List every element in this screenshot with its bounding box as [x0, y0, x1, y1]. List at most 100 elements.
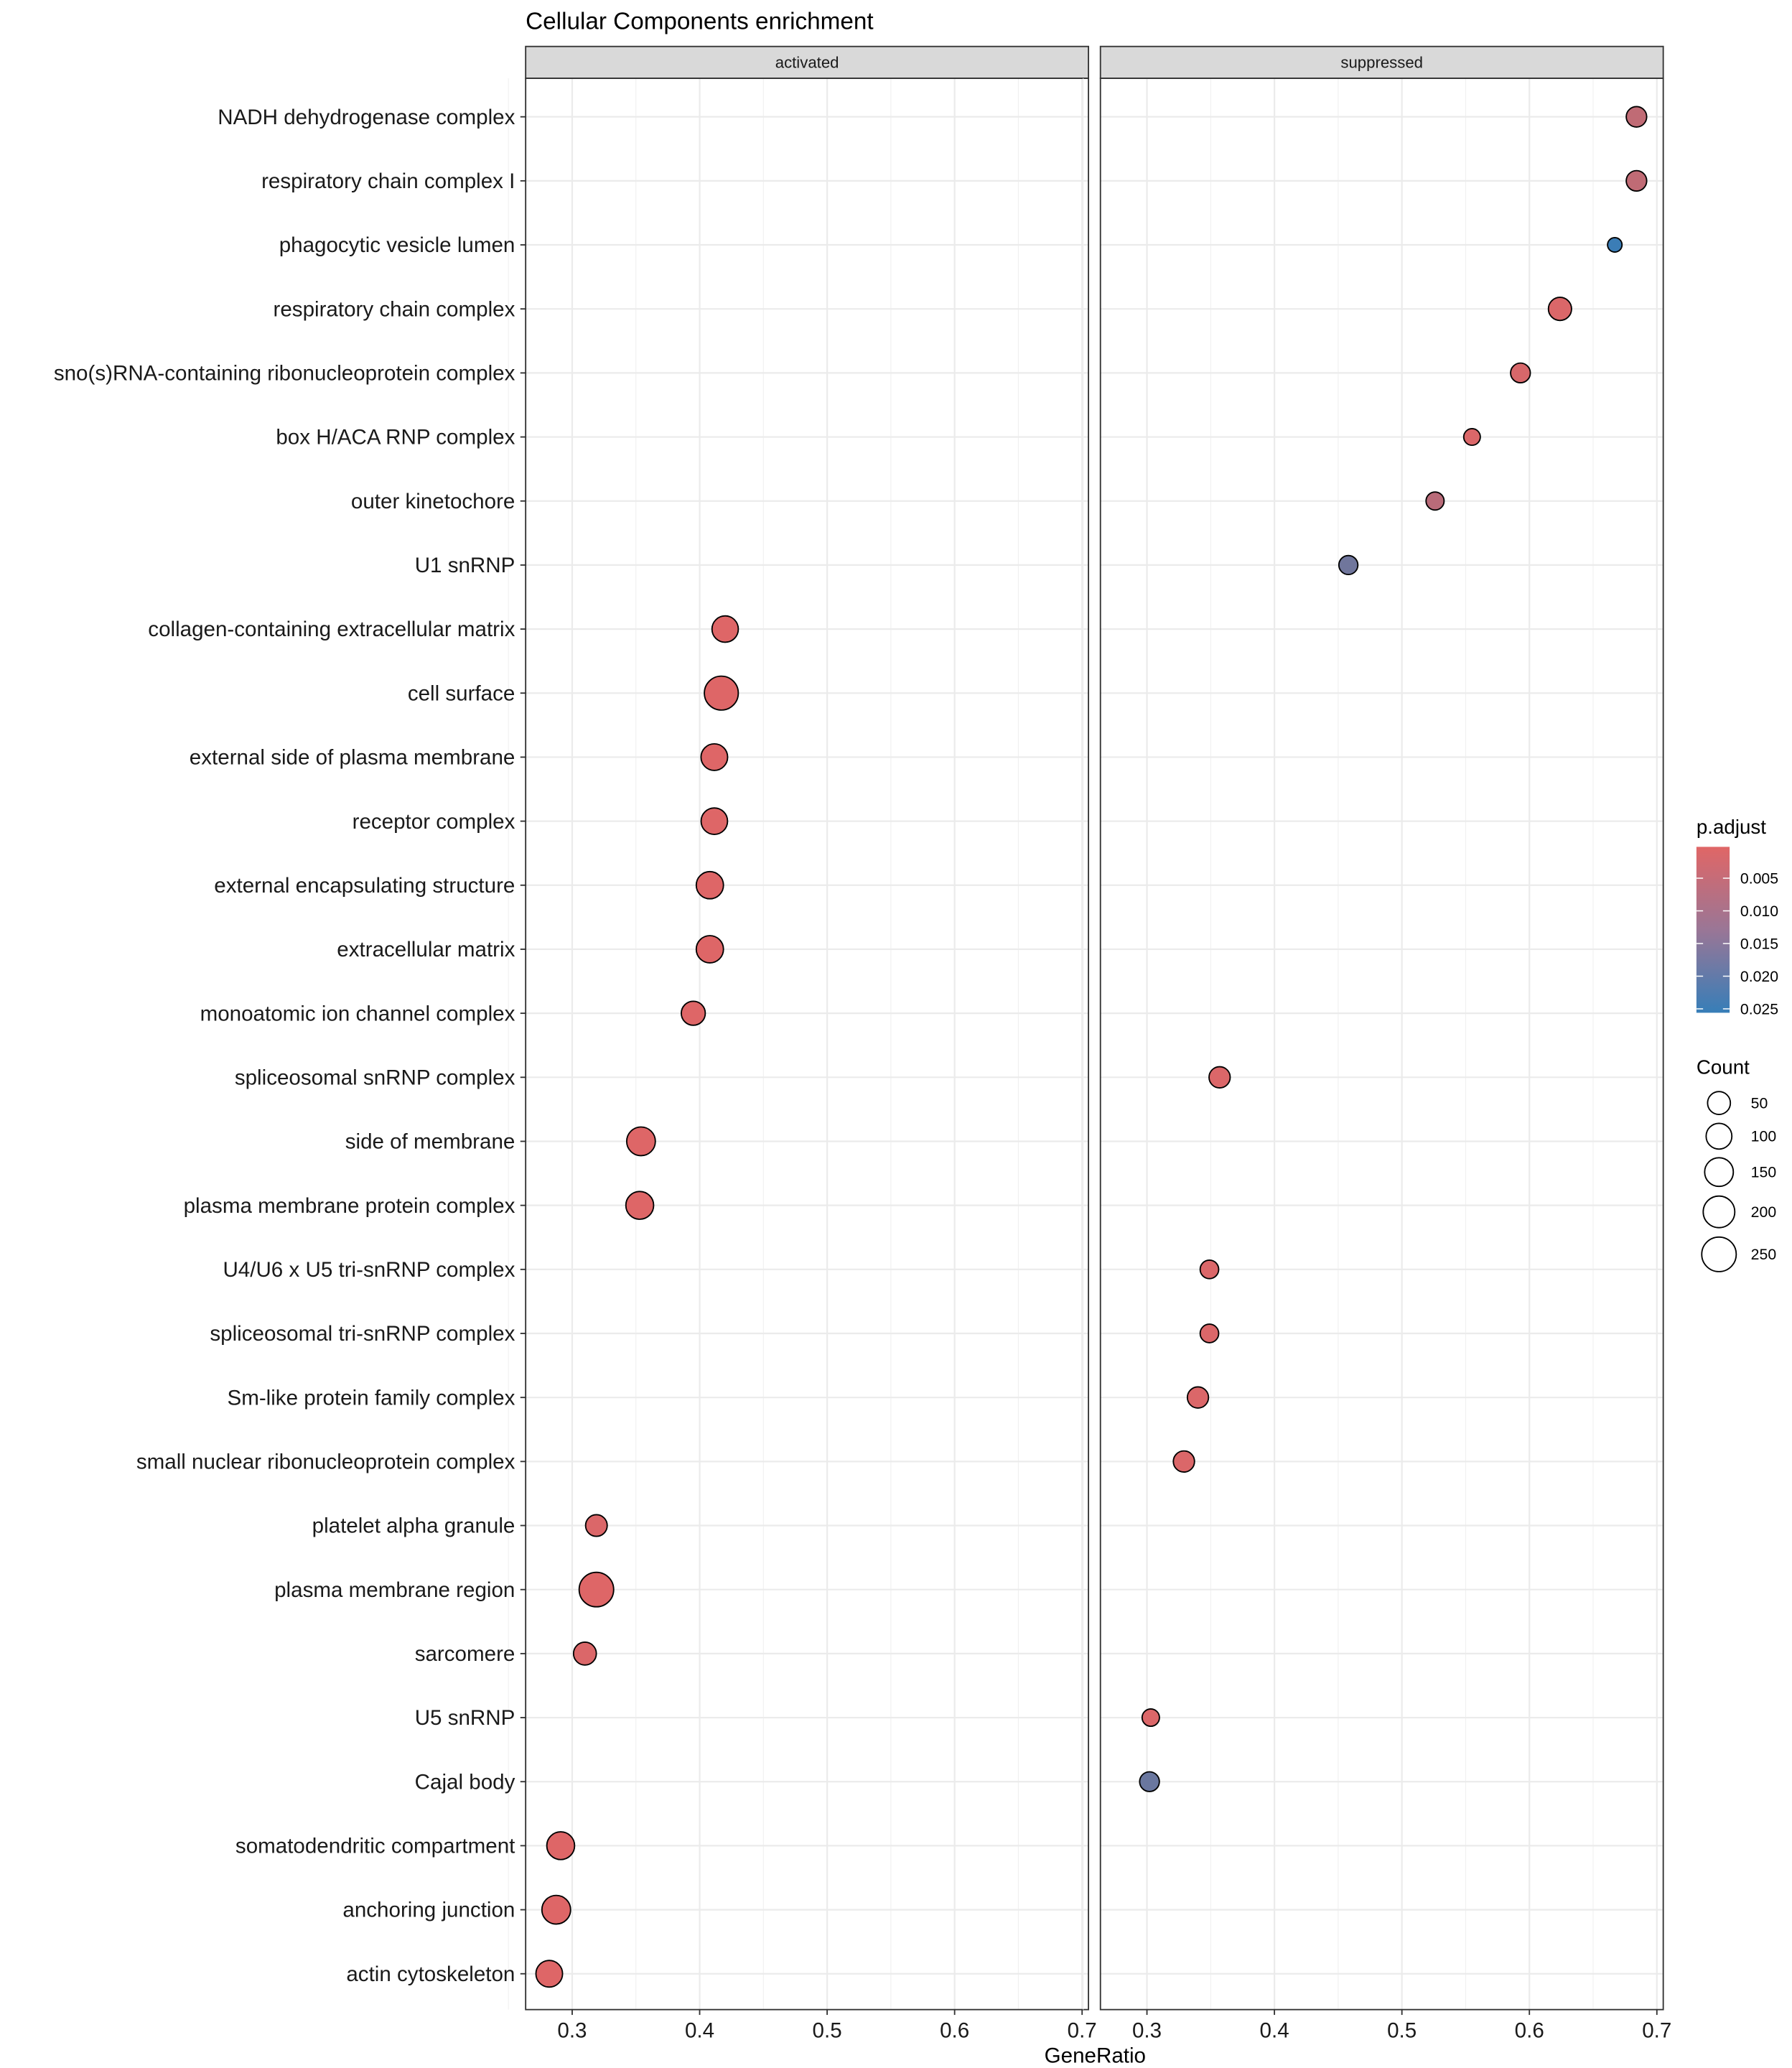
y-tick-label: phagocytic vesicle lumen: [279, 233, 515, 257]
x-axis-title: GeneRatio: [1045, 2044, 1146, 2068]
x-tick-label: 0.7: [1642, 2018, 1671, 2042]
color-legend-label: 0.020: [1740, 968, 1778, 985]
facet-panel-suppressed: suppressed 0.3 0.4 0.5 0.6 0.7: [1083, 45, 1671, 2042]
color-legend-label: 0.015: [1740, 935, 1778, 952]
data-point: [1199, 1323, 1220, 1343]
size-legend-label: 200: [1751, 1203, 1776, 1221]
data-point: [1208, 1066, 1231, 1089]
y-tick-label: external side of plasma membrane: [190, 746, 515, 770]
panel-background: [526, 78, 1089, 2010]
facet-strip-label: suppressed: [1340, 53, 1423, 71]
panel-border: [525, 78, 1090, 2011]
y-tick-label: monoatomic ion channel complex: [200, 1002, 515, 1025]
color-legend-title: p.adjust: [1697, 816, 1766, 838]
facet-strip-label: activated: [775, 53, 839, 71]
y-tick-label: cell surface: [408, 681, 515, 705]
y-tick-label: sarcomere: [415, 1642, 515, 1666]
size-legend-label: 250: [1751, 1246, 1776, 1263]
y-tick-label: collagen-containing extracellular matrix: [148, 618, 515, 641]
x-tick-label: 0.3: [557, 2018, 587, 2042]
data-point: [1199, 1259, 1220, 1280]
y-tick-label: U1 snRNP: [415, 554, 515, 577]
x-tick-label: 0.4: [685, 2018, 714, 2042]
size-legend-key: [1701, 1236, 1737, 1272]
y-tick-label: anchoring junction: [342, 1899, 515, 1922]
data-point: [1607, 237, 1623, 253]
y-tick-label: spliceosomal tri-snRNP complex: [210, 1322, 515, 1346]
color-legend-label: 0.005: [1740, 870, 1778, 887]
data-point: [541, 1894, 571, 1925]
data-point: [695, 935, 724, 964]
data-point: [546, 1831, 576, 1860]
data-point: [1547, 297, 1572, 322]
y-tick-label: respiratory chain complex I: [261, 169, 515, 193]
y-tick-label: small nuclear ribonucleoprotein complex: [136, 1450, 515, 1474]
data-point: [1338, 554, 1359, 576]
data-point: [625, 1191, 655, 1220]
data-point: [578, 1571, 615, 1608]
size-legend-key: [1705, 1122, 1733, 1150]
data-point: [1510, 362, 1531, 384]
facet-panel-activated: activated 0.3 0.4 0.5 0.6 0.7: [508, 45, 1097, 2042]
size-legend-key: [1702, 1195, 1736, 1229]
x-tick-label: 0.5: [813, 2018, 842, 2042]
x-tick-label: 0.7: [1068, 2018, 1097, 2042]
size-legend-key: [1707, 1091, 1732, 1115]
data-point: [695, 870, 724, 900]
y-tick-label: U5 snRNP: [415, 1706, 515, 1730]
y-tick-label: box H/ACA RNP complex: [276, 426, 515, 450]
size-legend-label: 100: [1751, 1128, 1776, 1145]
data-point: [711, 615, 739, 643]
data-point: [1462, 428, 1481, 447]
y-tick-label: Sm-like protein family complex: [227, 1386, 515, 1410]
y-tick-label: platelet alpha granule: [312, 1514, 515, 1538]
data-point: [704, 675, 739, 711]
data-point: [1172, 1450, 1195, 1473]
y-tick-label: side of membrane: [345, 1130, 515, 1154]
y-tick-label: NADH dehydrogenase complex: [218, 106, 515, 129]
x-tick-label: 0.4: [1260, 2018, 1289, 2042]
y-tick-label: U4/U6 x U5 tri-snRNP complex: [223, 1258, 515, 1282]
y-tick-label: outer kinetochore: [351, 490, 515, 513]
y-tick-label: sno(s)RNA-containing ribonucleoprotein c…: [54, 362, 515, 386]
y-tick-label: actin cytoskeleton: [346, 1962, 515, 1986]
size-legend-title: Count: [1697, 1056, 1750, 1078]
y-tick-label: external encapsulating structure: [214, 874, 515, 898]
y-tick-label: somatodendritic compartment: [235, 1835, 515, 1858]
data-point: [1186, 1386, 1210, 1409]
x-tick-label: 0.5: [1387, 2018, 1417, 2042]
y-tick-label: extracellular matrix: [337, 938, 515, 961]
data-point: [625, 1126, 656, 1157]
size-legend-key: [1704, 1157, 1735, 1188]
data-point: [700, 742, 729, 771]
data-point: [584, 1514, 608, 1537]
data-point: [572, 1641, 597, 1666]
data-point: [1425, 491, 1445, 511]
color-legend-label: 0.010: [1740, 903, 1778, 920]
panel-border: [1099, 78, 1664, 2011]
y-tick-label: plasma membrane protein complex: [184, 1194, 515, 1218]
y-tick-label: respiratory chain complex: [274, 297, 515, 321]
data-point: [1625, 169, 1648, 192]
x-tick-label: 0.6: [940, 2018, 969, 2042]
y-tick-label: receptor complex: [353, 810, 515, 834]
data-point: [1625, 106, 1648, 128]
data-point: [1139, 1771, 1160, 1792]
chart-title: Cellular Components enrichment: [526, 9, 873, 35]
x-tick-label: 0.3: [1132, 2018, 1162, 2042]
y-tick-label: spliceosomal snRNP complex: [235, 1066, 515, 1089]
size-legend-label: 50: [1751, 1095, 1768, 1112]
size-legend-label: 150: [1751, 1164, 1776, 1181]
y-tick-label: Cajal body: [415, 1770, 515, 1794]
color-bar: [1696, 847, 1730, 1013]
color-legend-label: 0.025: [1740, 1000, 1778, 1017]
y-tick-label: plasma membrane region: [274, 1578, 515, 1602]
data-point: [681, 1000, 706, 1026]
data-point: [700, 807, 729, 835]
panel-background: [1100, 78, 1663, 2010]
data-point: [1141, 1708, 1160, 1728]
data-point: [535, 1960, 564, 1988]
facet-strip: [525, 45, 1090, 79]
facet-strip: [1099, 45, 1664, 79]
